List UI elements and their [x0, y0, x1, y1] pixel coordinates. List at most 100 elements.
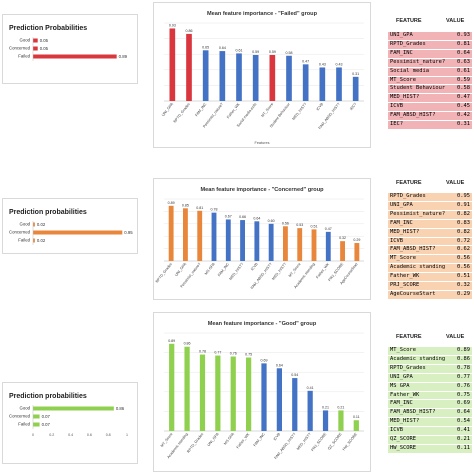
data-label: 0.21	[322, 405, 329, 409]
data-label: 0.47	[302, 59, 309, 63]
feature-value: 0.77	[457, 373, 470, 380]
table-row: MED_HIST? 0.47	[388, 93, 472, 103]
bar	[219, 51, 226, 101]
bar	[325, 231, 331, 261]
table-failed: FEATURE VALUE UNI_GPA 0.93 RPTD_Grades 0.81…	[384, 2, 472, 146]
feature-name: MS GPA	[390, 382, 410, 389]
tick-label: FAM_INC	[217, 262, 230, 277]
prob-value: 0.86	[116, 406, 125, 411]
bar	[286, 55, 292, 101]
tick-label: MS GPA	[223, 432, 235, 446]
tick-label: MED_HIST?	[228, 262, 244, 281]
data-label: 0.81	[196, 206, 203, 210]
prob-bar	[33, 238, 35, 243]
data-label: 0.78	[199, 350, 206, 354]
prob-label: Concerned	[9, 46, 31, 51]
data-label: 0.51	[311, 224, 318, 228]
tick-label: UNI_GPA	[161, 102, 174, 117]
bar	[353, 420, 359, 431]
table-row: MT_Score 0.89	[388, 347, 472, 356]
prob-label: Failed	[18, 54, 30, 59]
feature-value: 0.82	[457, 210, 470, 217]
tick-label: MED_HIST?	[292, 102, 308, 121]
data-label: 0.69	[261, 358, 268, 362]
bar	[169, 343, 175, 431]
prob-title: Prediction probabilities	[9, 209, 87, 216]
prob-title: Prediction probabilities	[9, 393, 87, 400]
feature-value: 0.64	[457, 49, 470, 56]
feature-name: UNI_GPA	[390, 201, 413, 208]
bar	[225, 219, 231, 261]
feature-name: MT_Score	[390, 76, 416, 83]
bar	[268, 223, 274, 261]
prob-label: Good	[19, 406, 30, 411]
table-row: IEC? 0.31	[388, 120, 472, 130]
feature-value: 0.72	[457, 237, 470, 244]
prob-bar	[33, 414, 40, 419]
table-row: MS GPA 0.76	[388, 382, 472, 392]
prob-axis-tick: 0.8	[106, 433, 111, 437]
bar	[211, 212, 217, 261]
data-label: 0.85	[182, 203, 189, 207]
table-header-feature: FEATURE	[396, 18, 422, 24]
tick-label: MT_Score	[288, 262, 302, 278]
feature-value: 0.21	[457, 436, 470, 443]
data-label: 0.11	[353, 415, 360, 419]
feature-value: 0.31	[457, 121, 470, 128]
feature-name: FAM_INC	[390, 400, 413, 407]
feature-value: 0.54	[457, 418, 470, 425]
bar	[292, 378, 298, 431]
tick-label: Father_WK	[236, 432, 251, 450]
bar	[336, 67, 342, 101]
prob-title: Prediction Probabilities	[9, 25, 88, 32]
feature-name: Student Behaviour	[390, 85, 446, 92]
feature-value: 0.45	[457, 103, 470, 110]
data-label: 0.60	[268, 219, 275, 223]
bar	[283, 226, 288, 261]
feature-name: Pessimist_nature?	[390, 210, 446, 217]
table-row: MT_Score 0.56	[388, 254, 472, 264]
feature-value: 0.61	[457, 67, 470, 74]
feature-value: 0.64	[457, 409, 470, 416]
prob-panel-good: Prediction probabilities Good 0.86 Concern…	[2, 382, 138, 464]
bar	[276, 368, 282, 431]
feature-value: 0.32	[457, 282, 470, 289]
feature-name: RPTD_Grades	[390, 193, 426, 199]
feature-name: QZ_SCORE	[390, 436, 416, 443]
table-row: FAM_ABSD_HIST? 0.42	[388, 111, 472, 121]
bar	[269, 54, 276, 101]
data-label: 0.54	[291, 373, 298, 377]
tick-label: HW_SCORE	[342, 432, 359, 452]
data-label: 0.66	[239, 215, 246, 219]
table-row: UNI_GPA 0.91	[388, 201, 472, 211]
table-header-value: VALUE	[446, 334, 465, 340]
feature-name: MED_HIST?	[390, 228, 420, 235]
bar	[297, 228, 303, 261]
data-label: 0.53	[296, 223, 303, 227]
feature-name: UNI_GPA	[390, 32, 413, 38]
table-row: FAM_INC 0.69	[388, 399, 472, 409]
data-label: 0.64	[219, 46, 226, 50]
table-header-feature: FEATURE	[396, 180, 422, 186]
feature-name: MED_HIST?	[390, 418, 420, 425]
feature-name: FAM_ABSD_HIST?	[390, 246, 436, 253]
feature-name: ICVB	[390, 427, 403, 434]
data-label: 0.32	[339, 236, 346, 240]
bar	[254, 221, 260, 261]
tick-label: QZ_SCORE	[327, 432, 343, 451]
tick-label: PRJ_SCORE	[311, 432, 328, 452]
feature-name: Father_WK	[390, 391, 420, 398]
feature-value: 0.41	[457, 427, 470, 434]
table-row: RPTD_Grades 0.95	[388, 193, 472, 202]
data-label: 0.64	[276, 363, 283, 367]
feature-name: Social media	[390, 67, 429, 74]
tick-label: FAM_INC	[194, 102, 207, 117]
bar-chart-good: Mean feature importance - "Good" group 0.…	[160, 321, 364, 460]
tick-label: ICVB	[250, 262, 259, 272]
bar	[322, 410, 329, 431]
data-label: 0.89	[168, 339, 175, 343]
feature-value: 0.11	[457, 444, 470, 451]
table-row: MED_HIST? 0.54	[388, 417, 472, 427]
data-label: 0.76	[230, 352, 237, 356]
prob-label: Good	[19, 222, 30, 227]
